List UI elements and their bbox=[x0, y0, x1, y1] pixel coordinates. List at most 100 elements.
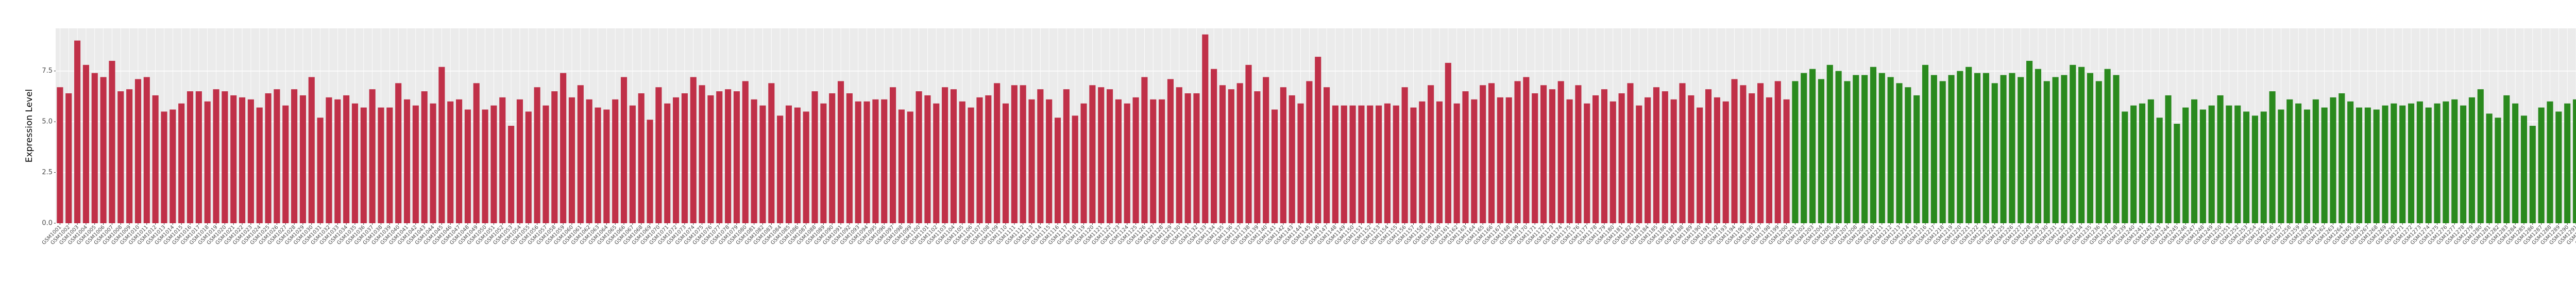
bar bbox=[725, 89, 732, 223]
bar bbox=[1367, 105, 1374, 223]
bar bbox=[2547, 101, 2553, 223]
bar bbox=[751, 99, 757, 223]
bar bbox=[1601, 89, 1608, 223]
bar bbox=[924, 95, 931, 223]
bar bbox=[2070, 64, 2076, 223]
bar bbox=[1835, 71, 1842, 223]
bar bbox=[1505, 97, 1512, 223]
bar bbox=[369, 89, 376, 223]
bar bbox=[950, 89, 957, 223]
bar bbox=[2460, 105, 2467, 223]
bar bbox=[881, 99, 888, 223]
bar bbox=[2355, 107, 2363, 223]
bar bbox=[2018, 77, 2024, 223]
bar bbox=[672, 97, 680, 223]
bar bbox=[1480, 85, 1486, 223]
bar bbox=[699, 85, 705, 223]
bar bbox=[1697, 107, 1703, 223]
bar bbox=[768, 83, 775, 223]
bar bbox=[1653, 87, 1660, 223]
bar bbox=[1497, 97, 1503, 223]
bar bbox=[2451, 99, 2458, 223]
bar bbox=[942, 87, 948, 223]
bar bbox=[2503, 95, 2510, 223]
bar bbox=[1575, 85, 1582, 223]
bar bbox=[2399, 105, 2406, 223]
bar bbox=[2408, 103, 2415, 223]
bar bbox=[2382, 105, 2388, 223]
bar bbox=[2000, 75, 2007, 223]
bar bbox=[1905, 87, 1911, 223]
bar bbox=[1714, 97, 1720, 223]
bar bbox=[2260, 111, 2267, 223]
bar bbox=[863, 101, 870, 223]
bar bbox=[430, 103, 436, 223]
bar bbox=[1376, 105, 1382, 223]
bar bbox=[2122, 111, 2128, 223]
bar bbox=[2009, 73, 2015, 223]
bar bbox=[2104, 69, 2111, 223]
bar bbox=[308, 77, 315, 223]
bar bbox=[1982, 73, 1989, 223]
bar bbox=[803, 111, 809, 223]
bar bbox=[1749, 93, 1755, 223]
bar bbox=[664, 103, 671, 223]
bar bbox=[1826, 64, 1833, 223]
bar bbox=[742, 81, 749, 223]
bar bbox=[2043, 81, 2050, 223]
bar bbox=[82, 64, 90, 223]
bar bbox=[2295, 103, 2302, 223]
bar bbox=[1245, 64, 1252, 223]
bar bbox=[1263, 77, 1269, 223]
bar bbox=[837, 81, 844, 223]
bar bbox=[1132, 97, 1139, 223]
bar bbox=[1401, 87, 1408, 223]
bar bbox=[1948, 75, 1955, 223]
bar bbox=[1106, 89, 1113, 223]
bar bbox=[126, 89, 133, 223]
bar bbox=[1965, 67, 1972, 223]
bar bbox=[2555, 111, 2562, 223]
bar bbox=[222, 91, 228, 223]
bar bbox=[2130, 105, 2137, 223]
bar bbox=[2416, 101, 2423, 223]
bar bbox=[1809, 69, 1816, 223]
bar bbox=[1341, 105, 1347, 223]
bar bbox=[647, 120, 653, 223]
bar bbox=[655, 87, 662, 223]
bar bbox=[351, 103, 359, 223]
bar bbox=[1193, 93, 1200, 223]
bar bbox=[2520, 115, 2528, 223]
bar bbox=[1141, 77, 1148, 223]
bar bbox=[1306, 81, 1313, 223]
bar bbox=[1115, 99, 1122, 223]
bar bbox=[2477, 89, 2484, 223]
bar bbox=[2391, 103, 2397, 223]
bar bbox=[1896, 83, 1903, 223]
bar bbox=[2443, 101, 2449, 223]
y-axis-label: Expression Level bbox=[24, 89, 35, 163]
bar bbox=[2095, 81, 2102, 223]
bar bbox=[2078, 67, 2085, 223]
bar bbox=[933, 103, 940, 223]
bar bbox=[1844, 81, 1851, 223]
bar bbox=[2286, 99, 2293, 223]
bar bbox=[1289, 95, 1295, 223]
bar bbox=[794, 107, 801, 223]
bar bbox=[2278, 109, 2284, 223]
bar bbox=[568, 97, 575, 223]
bar bbox=[1211, 69, 1217, 223]
bar bbox=[1514, 81, 1521, 223]
bar bbox=[2486, 113, 2493, 223]
bar bbox=[1818, 79, 1825, 223]
bar bbox=[490, 105, 497, 223]
bar bbox=[1228, 89, 1234, 223]
bar bbox=[187, 91, 194, 223]
bar bbox=[829, 93, 836, 223]
bar bbox=[1878, 73, 1885, 223]
bar bbox=[455, 99, 463, 223]
bar bbox=[1167, 79, 1174, 223]
bar bbox=[1645, 97, 1651, 223]
bar bbox=[343, 95, 350, 223]
